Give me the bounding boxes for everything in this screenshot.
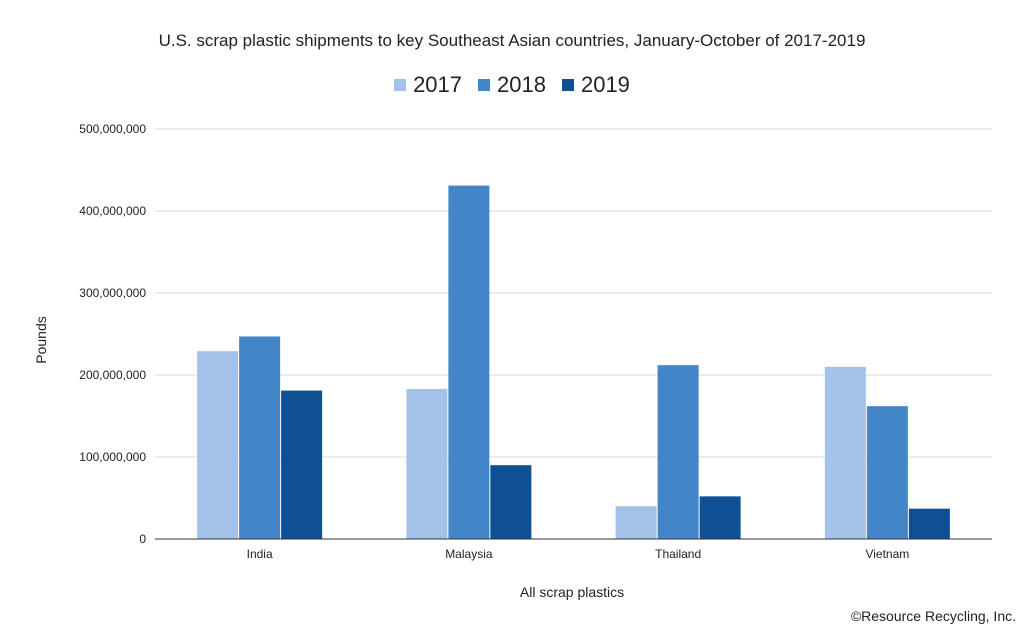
y-tick-label: 200,000,000: [79, 368, 146, 382]
y-tick-label: 400,000,000: [79, 204, 146, 218]
x-tick-label: Malaysia: [445, 547, 493, 561]
x-tick-label: India: [247, 547, 273, 561]
bar-2017-malaysia: [406, 388, 448, 539]
legend-label-2018: 2018: [497, 72, 546, 97]
legend-item-2019: 2019: [561, 72, 630, 98]
chart-title: U.S. scrap plastic shipments to key Sout…: [158, 31, 866, 50]
legend-swatch-2017: [394, 79, 407, 91]
bar-2019-vietnam: [908, 508, 950, 539]
y-tick-label: 500,000,000: [79, 122, 146, 136]
legend-swatch-2019: [561, 79, 574, 91]
legend: 2017 2018 2019: [0, 72, 1024, 98]
bar-2018-india: [239, 336, 281, 539]
legend-label-2019: 2019: [580, 72, 630, 97]
x-tick-label: Thailand: [655, 547, 701, 561]
bar-2018-vietnam: [866, 406, 908, 539]
y-tick-label: 300,000,000: [79, 286, 146, 300]
x-axis-label: All scrap plastics: [519, 584, 625, 600]
legend-label-2017: 2017: [413, 72, 463, 97]
bar-2019-india: [281, 390, 323, 539]
bar-2018-thailand: [657, 365, 699, 539]
bar-2019-thailand: [699, 496, 741, 539]
legend-item-2017: 2017: [394, 72, 462, 98]
y-tick-label: 0: [139, 532, 146, 546]
bar-2019-malaysia: [490, 465, 532, 539]
y-tick-label: 100,000,000: [79, 450, 146, 464]
bar-2017-vietnam: [824, 366, 866, 539]
bar-2018-malaysia: [448, 185, 490, 539]
bar-2017-thailand: [615, 506, 657, 539]
legend-item-2018: 2018: [478, 72, 546, 98]
x-tick-label: Vietnam: [865, 547, 909, 561]
credit-text: ©Resource Recycling, Inc.: [850, 608, 1016, 624]
legend-swatch-2018: [478, 79, 491, 91]
bar-2017-india: [197, 351, 239, 539]
